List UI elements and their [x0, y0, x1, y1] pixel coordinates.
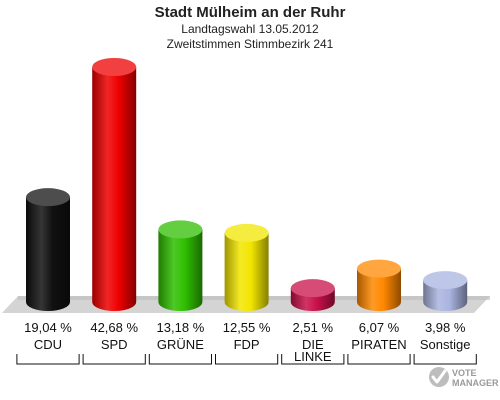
category-bracket-3: [215, 354, 279, 365]
chart-title: Stadt Mülheim an der Ruhr: [155, 4, 346, 21]
category-bracket-2: [148, 354, 212, 365]
bar-0: [26, 188, 70, 311]
value-label-4: 2,51 %: [293, 320, 334, 335]
bar-5: [357, 259, 401, 311]
category-bracket-1: [82, 354, 146, 365]
vote-manager-logo: VOTE MANAGER: [429, 367, 499, 388]
bar-body-5: [357, 268, 401, 311]
bar-4: [290, 279, 335, 311]
bar-top-3: [224, 223, 269, 242]
category-bracket-0: [16, 354, 80, 365]
category-label-4-1: LINKE: [294, 349, 332, 364]
chart-subtitle-line-1: Landtagswahl 13.05.2012: [181, 22, 319, 36]
value-label-0: 19,04 %: [24, 320, 72, 335]
bar-top-6: [423, 271, 468, 290]
bar-2: [158, 220, 203, 311]
chart-subtitle-line-2: Zweitstimmen Stimmbezirk 241: [167, 37, 334, 51]
category-bracket-6: [413, 354, 477, 365]
category-label-1: SPD: [101, 337, 128, 352]
bar-top-0: [26, 188, 70, 207]
labels-layer: 19,04 % CDU 42,68 % SPD 13,18 % GRÜNE 12,55 % F…: [16, 320, 477, 365]
value-label-6: 3,98 %: [425, 320, 466, 335]
category-bracket-4: [281, 354, 345, 365]
category-label-2: GRÜNE: [157, 337, 204, 352]
category-label-4-0: DIE: [302, 337, 324, 352]
bar-body-1: [92, 67, 137, 311]
bar-top-1: [92, 58, 137, 76]
category-bracket-5: [347, 354, 411, 365]
vote-manager-logo-icon: [429, 367, 449, 387]
bar-1: [92, 58, 137, 311]
value-label-1: 42,68 %: [90, 320, 138, 335]
category-label-6: Sonstige: [420, 337, 471, 352]
category-label-3: FDP: [234, 337, 260, 352]
bar-6: [423, 271, 468, 311]
value-label-3: 12,55 %: [223, 320, 271, 335]
bars-layer: [26, 58, 468, 311]
bar-top-5: [357, 259, 401, 278]
value-label-5: 6,07 %: [359, 320, 400, 335]
value-label-2: 13,18 %: [157, 320, 205, 335]
category-label-0: CDU: [34, 337, 62, 352]
bar-body-0: [26, 197, 70, 311]
bar-top-2: [158, 220, 203, 239]
bar-3: [224, 223, 269, 311]
bar-top-4: [290, 279, 335, 298]
bar-body-3: [224, 232, 269, 311]
vote-manager-logo-text-1: VOTE: [452, 368, 477, 378]
category-label-5: PIRATEN: [351, 337, 406, 352]
vote-manager-logo-text-2: MANAGER: [452, 378, 499, 388]
bar-body-2: [158, 229, 203, 311]
